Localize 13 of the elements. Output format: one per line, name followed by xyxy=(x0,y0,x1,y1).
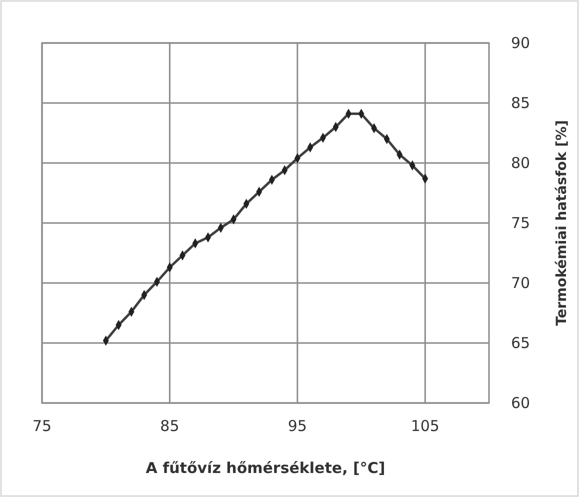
y2-tick-label: 75 xyxy=(511,214,530,232)
y2-tick-label: 80 xyxy=(511,154,530,172)
x-tick-label: 75 xyxy=(32,417,52,435)
y2-tick-label: 60 xyxy=(511,394,530,412)
y2-tick-label: 90 xyxy=(511,34,530,52)
y2-axis-title: Termokémiai hatásfok [%] xyxy=(554,120,570,326)
x-tick-label: 95 xyxy=(288,417,307,435)
y2-tick-label: 85 xyxy=(511,94,530,112)
y2-tick-label: 65 xyxy=(511,334,530,352)
x-tick-label: 85 xyxy=(160,417,180,435)
y2-tick-label: 70 xyxy=(511,274,530,292)
x-axis-title: A fűtővíz hőmérséklete, [°C] xyxy=(146,459,386,477)
x-tick-label: 105 xyxy=(410,417,440,435)
